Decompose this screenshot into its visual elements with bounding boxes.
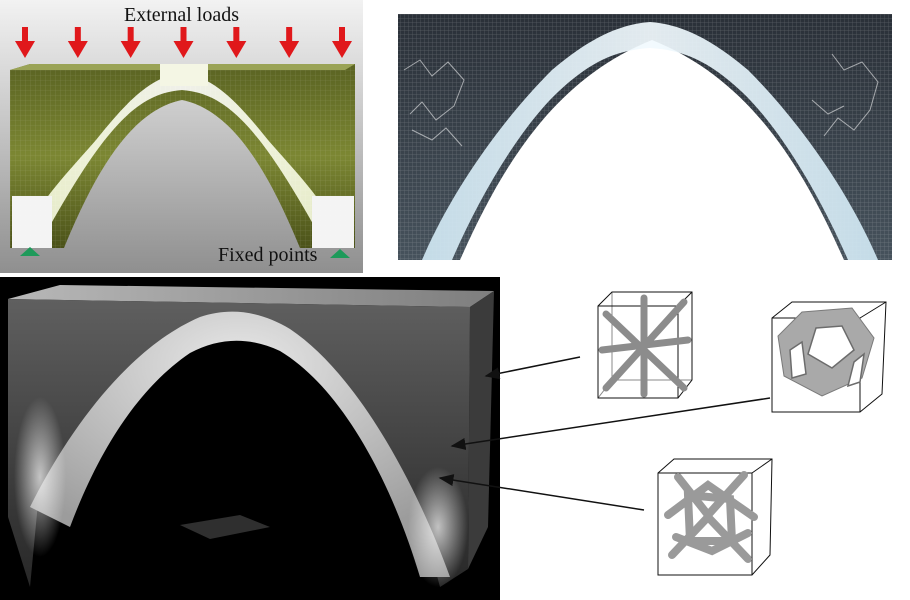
fixed-point-right-marker xyxy=(330,249,350,258)
load-arrow xyxy=(332,27,352,58)
microstructure-cell-diagonal-struts xyxy=(584,284,702,409)
simulation-topology-panel: External loads Fixed points xyxy=(0,0,363,273)
microstructure-cell-octahedral xyxy=(762,298,890,418)
printed-arch-band xyxy=(422,22,878,260)
render-side-face xyxy=(468,291,494,569)
load-arrow xyxy=(120,27,141,58)
load-arrow xyxy=(226,27,247,58)
fixed-point-left-marker xyxy=(20,247,40,256)
load-arrow xyxy=(15,27,35,58)
render-top-face xyxy=(8,285,494,307)
render-front-face xyxy=(8,299,470,587)
render-arch xyxy=(30,311,450,577)
external-loads-label: External loads xyxy=(124,4,239,26)
density-render-panel xyxy=(0,277,500,600)
arrow-to-cell-1 xyxy=(484,356,581,380)
microstructure-cell-interlocked xyxy=(648,455,778,580)
topology-bridge-diagram xyxy=(10,27,355,258)
printed-bridge-photo-panel xyxy=(392,10,907,265)
printed-bridge-illustration xyxy=(398,14,892,260)
load-arrow xyxy=(173,27,194,58)
density-render-illustration xyxy=(8,285,494,587)
load-arrows-group xyxy=(15,27,352,58)
load-arrow xyxy=(67,27,88,58)
floor-shadow-patch xyxy=(180,515,270,539)
load-arrow xyxy=(279,27,300,58)
fixed-points-label: Fixed points xyxy=(218,244,318,266)
